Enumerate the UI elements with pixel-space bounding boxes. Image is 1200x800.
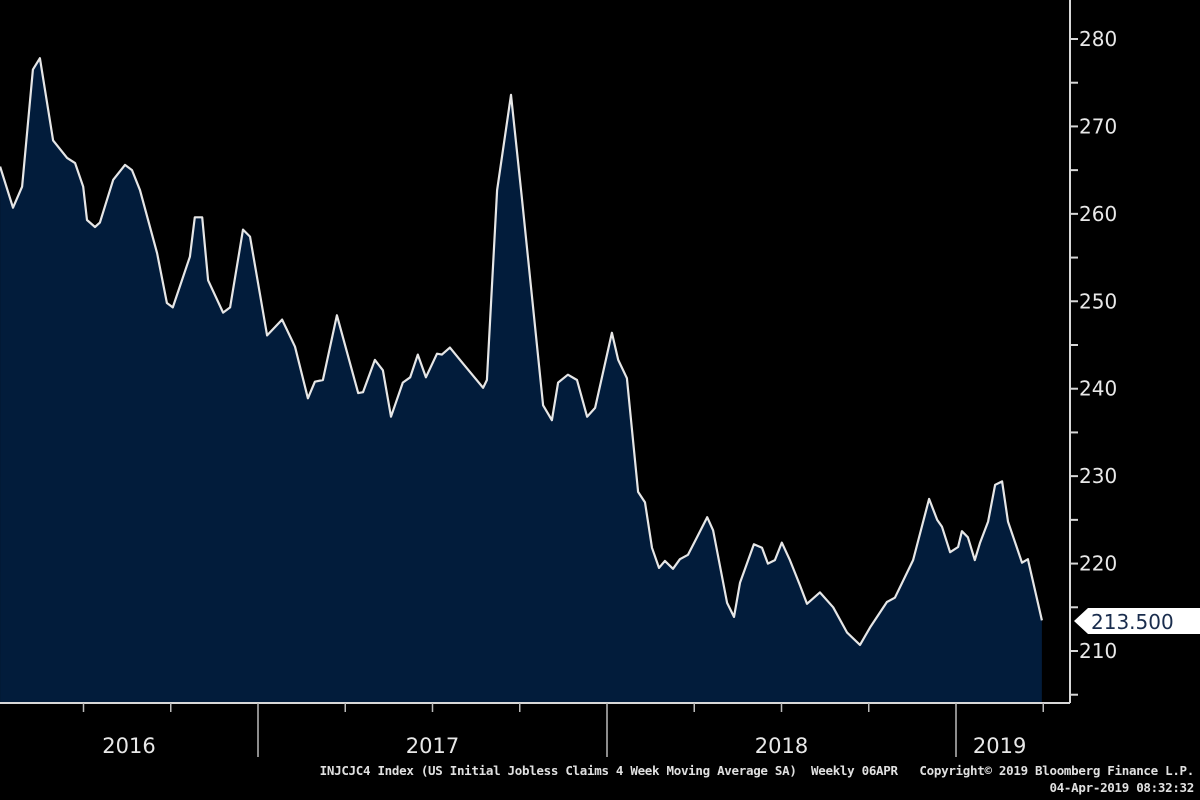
y-tick-label: 250	[1079, 289, 1117, 313]
last-value-label: 213.500	[1091, 610, 1174, 634]
y-tick-label: 210	[1079, 639, 1117, 663]
y-tick-label: 280	[1079, 27, 1117, 51]
x-year-label: 2016	[102, 734, 155, 758]
x-year-label: 2017	[406, 734, 459, 758]
x-year-label: 2019	[973, 734, 1026, 758]
timestamp: 04-Apr-2019 08:32:32	[1049, 780, 1194, 795]
chart-frequency: Weekly 06APR	[811, 763, 898, 778]
x-year-label: 2018	[755, 734, 808, 758]
y-tick-label: 260	[1079, 202, 1117, 226]
series-layer	[0, 57, 1043, 703]
y-tick-label: 270	[1079, 114, 1117, 138]
last-value-badge-shape	[1074, 608, 1200, 634]
series-area	[0, 58, 1042, 703]
axes	[0, 0, 1071, 704]
series-line	[0, 57, 1043, 646]
x-axis-ticks: 2016 2017 2018 2019	[82, 703, 1044, 758]
last-value-badge: 213.500	[1074, 608, 1200, 634]
chart-title: INJCJC4 Index (US Initial Jobless Claims…	[319, 763, 797, 778]
y-tick-label: 240	[1079, 377, 1117, 401]
y-tick-label: 230	[1079, 464, 1117, 488]
y-tick-label: 220	[1079, 552, 1117, 576]
copyright: Copyright© 2019 Bloomberg Finance L.P.	[919, 763, 1194, 778]
y-axis-ticks: 210 220 230 240 250 260 270 280	[1070, 27, 1117, 696]
footer-line-1: INJCJC4 Index (US Initial Jobless Claims…	[319, 763, 1195, 778]
